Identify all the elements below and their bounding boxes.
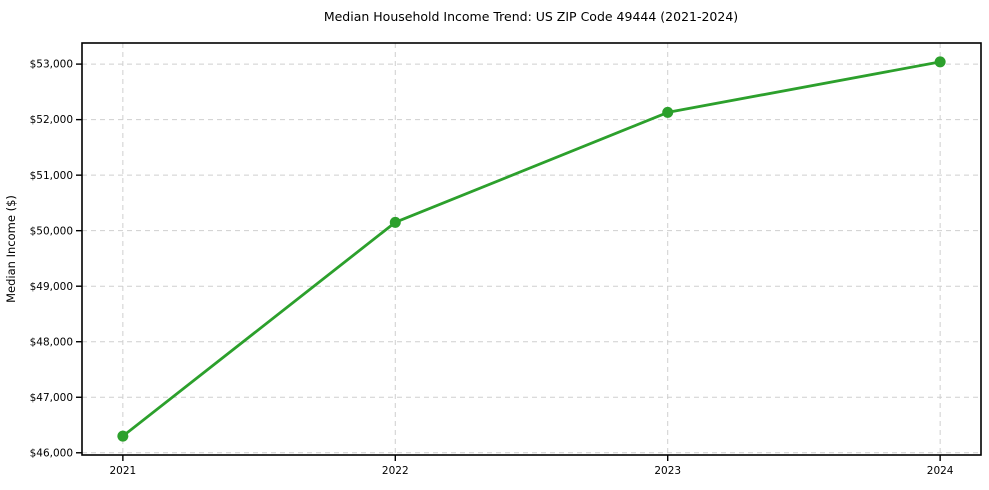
x-tick-label: 2023 — [654, 465, 681, 477]
y-tick-label: $53,000 — [30, 59, 73, 71]
data-line — [121, 60, 942, 438]
x-tick-label: 2022 — [382, 465, 409, 477]
y-tick-label: $52,000 — [30, 114, 73, 126]
y-tick-label: $46,000 — [30, 447, 73, 459]
data-point-2024 — [934, 56, 946, 68]
data-point-2023 — [662, 106, 674, 118]
chart-title: Median Household Income Trend: US ZIP Co… — [324, 9, 738, 24]
data-point-2021 — [117, 430, 129, 442]
data-point-2022 — [389, 216, 401, 228]
x-tick-label: 2021 — [109, 465, 136, 477]
y-tick-label: $49,000 — [30, 281, 73, 293]
plot-border — [81, 42, 982, 456]
grid-layer — [82, 43, 981, 455]
y-tick-label: $47,000 — [30, 392, 73, 404]
y-axis-label: Median Income ($) — [4, 195, 18, 303]
axes-layer: $46,000 $47,000 $48,000 $49,000 $50,000 $51,0… — [30, 42, 982, 477]
y-tick-label: $51,000 — [30, 170, 73, 182]
data-layer — [117, 56, 946, 442]
y-tick-label: $50,000 — [30, 225, 73, 237]
y-tick-label: $48,000 — [30, 336, 73, 348]
x-tick-label: 2024 — [927, 465, 954, 477]
